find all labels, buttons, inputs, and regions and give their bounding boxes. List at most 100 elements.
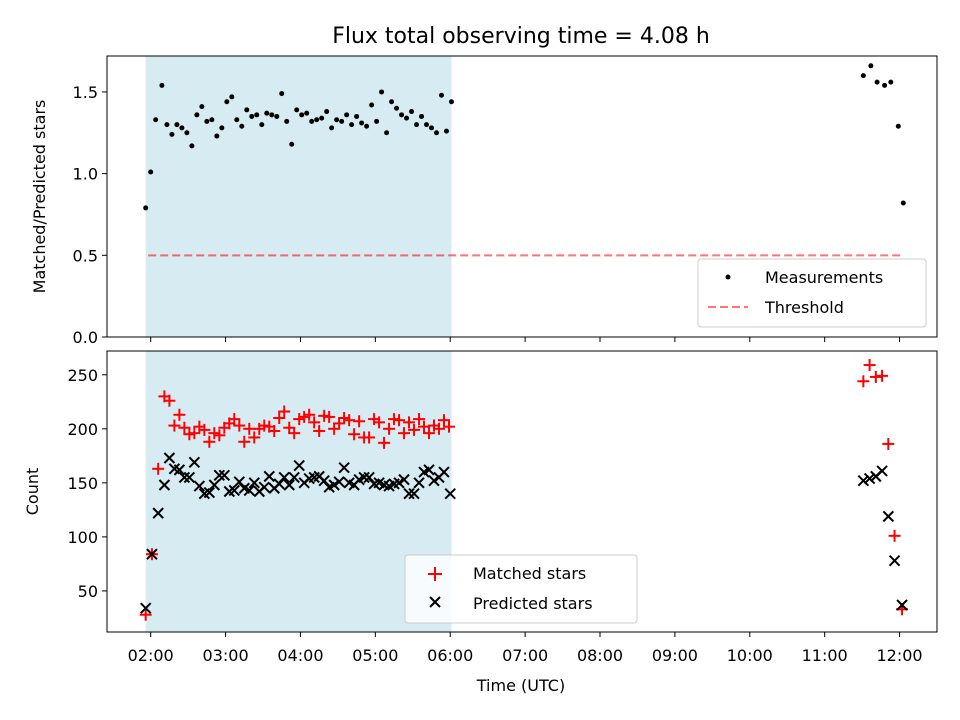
measurement-point	[448, 99, 454, 105]
matched-star-point	[152, 462, 165, 475]
predicted-star-point	[263, 470, 275, 483]
predicted-star-point	[876, 465, 888, 477]
predicted-star-point	[233, 476, 246, 488]
predicted-star-point	[139, 602, 152, 614]
count-ytick-label: 200	[67, 420, 98, 439]
measurement-point	[329, 125, 335, 131]
matched-star-point	[213, 429, 226, 442]
matched-star-point	[313, 424, 326, 437]
predicted-star-point	[293, 459, 305, 472]
matched-star-point	[418, 420, 431, 433]
measurement-point	[900, 200, 906, 206]
count-ylabel: Count	[23, 468, 42, 516]
measurement-point	[409, 109, 415, 115]
measurement-point	[264, 110, 270, 116]
matched-star-point	[168, 419, 181, 432]
matched-star-point	[203, 435, 216, 448]
measurement-point	[304, 110, 310, 116]
count-legend: Matched stars Predicted stars	[404, 554, 638, 624]
measurement-point	[369, 102, 375, 108]
measurement-point	[389, 99, 395, 105]
measurement-point	[309, 118, 315, 124]
ratio-ylabel: Matched/Predicted stars	[30, 100, 49, 294]
measurement-point	[159, 82, 165, 88]
matched-star-point	[188, 427, 201, 440]
matched-star-point	[373, 416, 386, 429]
predicted-star-point	[152, 507, 164, 519]
measurement-point	[214, 133, 220, 139]
predicted-star-point	[273, 478, 285, 490]
count-xtick-label: 03:00	[203, 646, 249, 665]
ratio-ytick-label: 1.0	[73, 165, 98, 184]
matched-star-point	[857, 375, 870, 388]
measurement-point	[364, 123, 370, 129]
count-ytick-label: 100	[67, 528, 98, 547]
matched-star-point	[233, 419, 246, 432]
matched-star-point	[423, 427, 436, 440]
matched-star-point	[288, 427, 301, 440]
measurement-point	[299, 112, 305, 118]
measurement-point	[294, 107, 300, 113]
predicted-star-point	[888, 554, 901, 567]
measurement-point	[259, 122, 265, 128]
predicted-star-point	[288, 471, 300, 484]
count-xtick-label: 12:00	[877, 646, 923, 665]
measurement-point	[234, 117, 240, 123]
predicted-star-point	[398, 473, 410, 486]
matched-star-point	[163, 394, 176, 407]
matched-star-point	[876, 369, 889, 382]
matched-star-point	[398, 427, 411, 440]
ratio-shaded-interval	[145, 56, 452, 337]
predicted-star-point	[283, 479, 295, 491]
matched-star-point	[383, 422, 396, 435]
legend-measurements-marker	[725, 274, 731, 280]
measurement-point	[424, 122, 430, 128]
measurement-point	[379, 89, 385, 95]
matched-star-point	[442, 420, 455, 433]
measurement-point	[414, 122, 420, 128]
measurement-point	[339, 118, 345, 124]
count-panel-frame	[106, 350, 938, 633]
matched-star-point	[248, 431, 261, 444]
matched-star-point	[413, 413, 426, 426]
measurement-point	[394, 105, 400, 111]
predicted-star-point	[218, 469, 231, 481]
measurement-point	[244, 107, 250, 113]
measurement-point	[143, 205, 149, 211]
matched-star-point	[228, 413, 241, 426]
matched-star-point	[888, 529, 901, 542]
measurement-point	[419, 113, 425, 119]
measurement-point	[324, 109, 330, 115]
predicted-star-point	[358, 471, 370, 484]
matched-star-point	[323, 410, 336, 423]
ratio-panel: 0.0 0.5 1.0 1.5 Matched/Predicted stars	[30, 55, 938, 347]
measurement-point	[359, 120, 365, 126]
ratio-legend: Measurements Threshold	[697, 258, 927, 328]
ratio-panel-frame	[106, 55, 938, 338]
predicted-star-point	[423, 464, 435, 476]
predicted-star-point	[438, 466, 450, 478]
predicted-star-point	[248, 477, 260, 489]
predicted-star-point	[333, 476, 345, 488]
measurement-point	[274, 113, 280, 119]
predicted-star-point	[863, 472, 876, 485]
measurement-point	[334, 117, 340, 123]
measurement-point	[169, 131, 175, 137]
count-ytick-label: 150	[67, 474, 98, 493]
legend-matched-marker	[428, 567, 442, 581]
predicted-star-point	[146, 548, 158, 560]
measurement-point	[164, 122, 170, 128]
predicted-star-point	[243, 484, 255, 497]
measurement-point	[189, 143, 195, 149]
predicted-star-point	[338, 462, 350, 474]
measurement-point	[319, 115, 325, 121]
measurement-point	[895, 123, 901, 129]
count-panel: 50 100 150 200 250 Count 02:00 03:00 04:00 05:00 0…	[23, 350, 938, 695]
measurement-point	[882, 82, 888, 88]
measurement-point	[874, 79, 880, 85]
predicted-star-point	[408, 487, 420, 500]
matched-star-point	[408, 423, 421, 436]
predicted-star-point	[173, 464, 186, 476]
matched-star-point	[437, 414, 450, 427]
count-xtick-label: 05:00	[352, 646, 398, 665]
